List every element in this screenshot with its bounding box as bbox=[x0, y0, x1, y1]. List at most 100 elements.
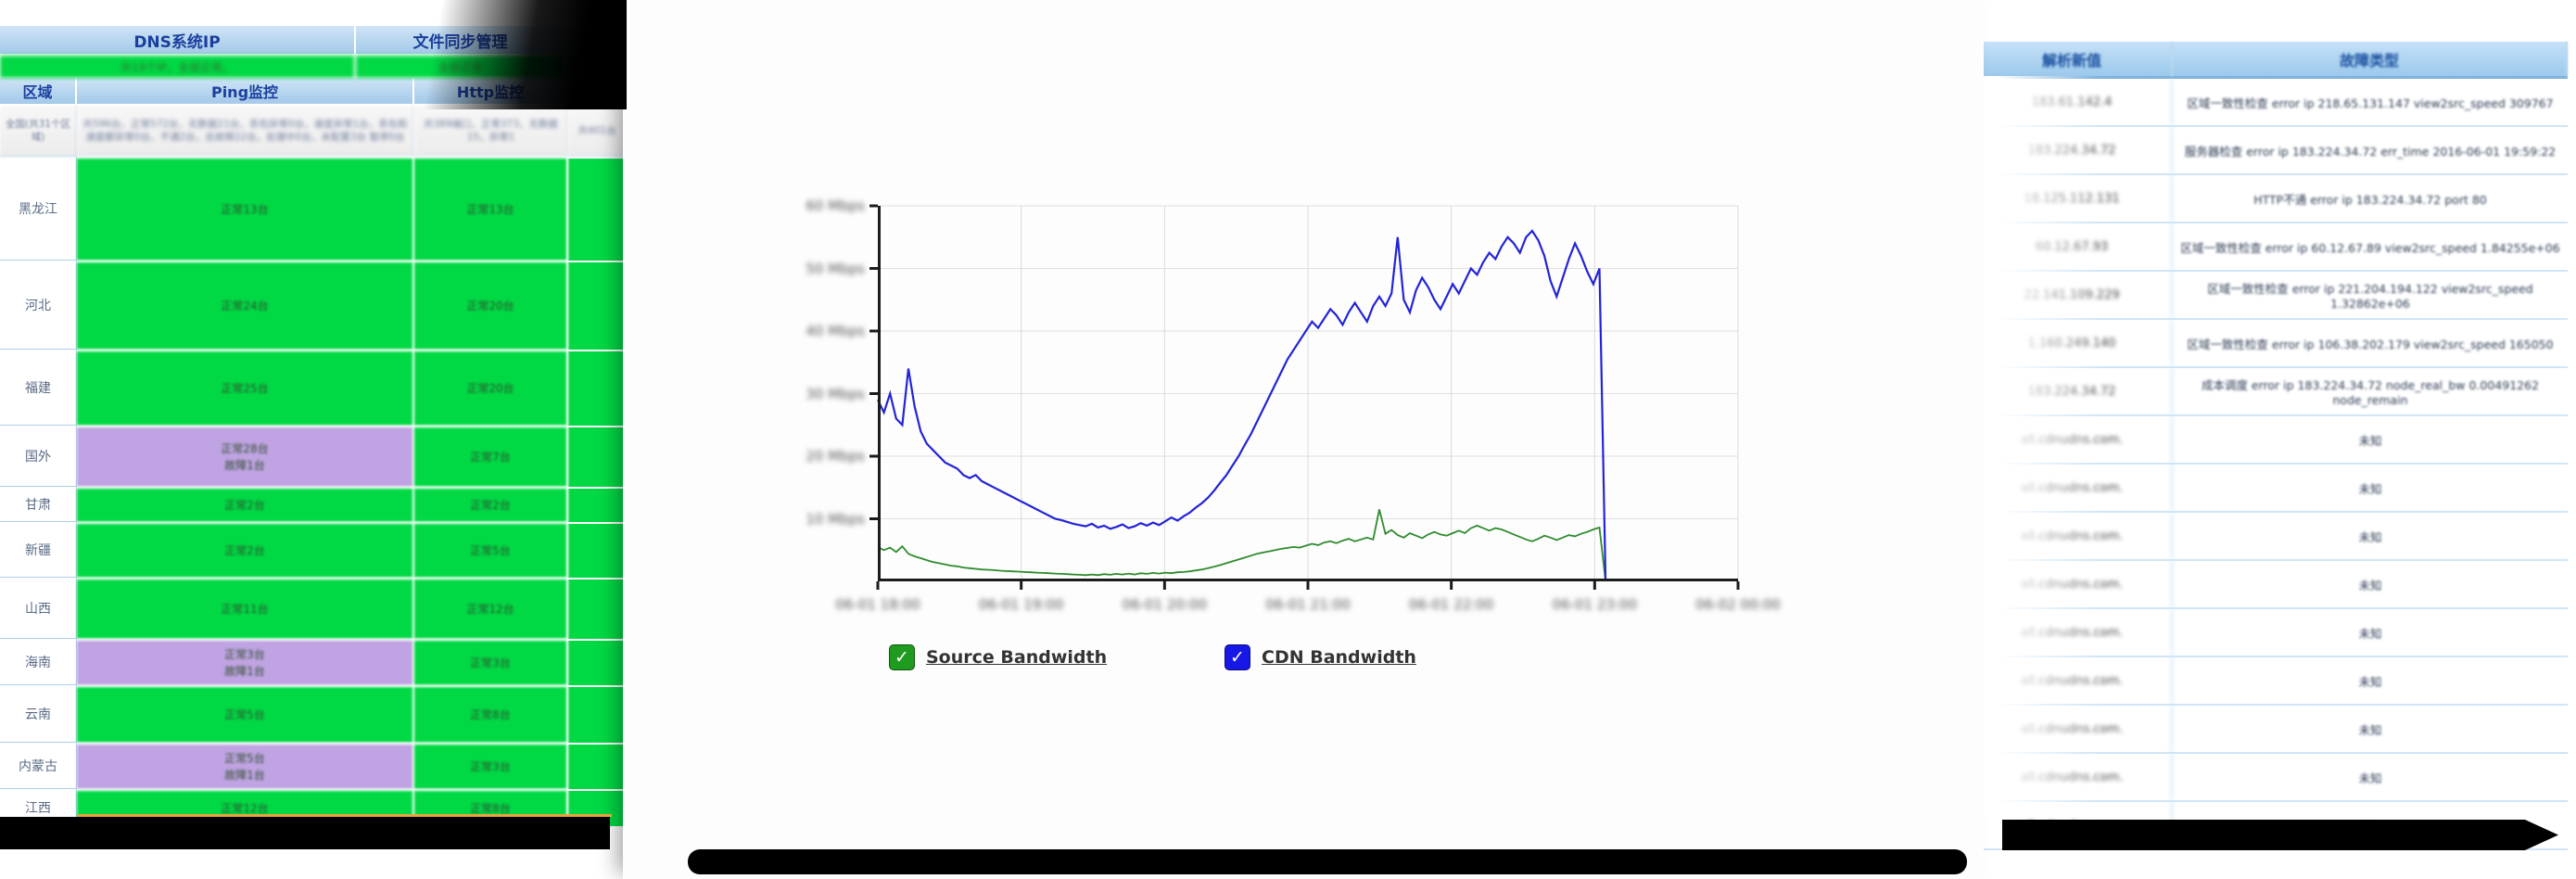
top-shadow bbox=[425, 0, 627, 109]
region-row: 山西 正常11台 正常12台 bbox=[0, 578, 627, 639]
fault-type-cell: 未知 bbox=[2358, 529, 2382, 544]
fault-type-cell: 成本调度 error ip 183.224.34.72 node_real_bw… bbox=[2201, 378, 2540, 407]
fault-type-cell: 未知 bbox=[2358, 578, 2382, 592]
legend-cdn-label[interactable]: CDN Bandwidth bbox=[1262, 647, 1416, 668]
region-row: 海南 正常3台 故障1台 正常3台 bbox=[0, 639, 627, 685]
cdn-bandwidth-checkbox-icon[interactable]: ✓ bbox=[1225, 644, 1250, 670]
cut-status-cell bbox=[568, 743, 627, 789]
region-row: 国外 正常28台 故障1台 正常7台 bbox=[0, 426, 627, 487]
fault-type-cell: 服务器检查 error ip 183.224.34.72 err_time 20… bbox=[2184, 144, 2557, 159]
http-status-cell: 正常7台 bbox=[414, 426, 568, 487]
bandwidth-chart: 60 Mbps 50 Mbps 40 Mbps 30 Mbps 20 Mbps 10 Mb… bbox=[806, 197, 1780, 613]
region-row: 内蒙古 正常5台 故障1台 正常3台 bbox=[0, 743, 627, 789]
fault-type-cell: 未知 bbox=[2358, 433, 2382, 448]
region-rows: 黑龙江 正常13台 正常13台 河北 正常24台 正常20台 福建 正常25台 正常20台 国外正… bbox=[0, 157, 627, 826]
cut-status-cell bbox=[568, 157, 627, 261]
resolution-value-header: 解析新值 bbox=[1973, 42, 2173, 76]
cut-status-cell bbox=[568, 487, 627, 522]
http-status-cell: 正常3台 bbox=[414, 743, 568, 789]
http-status-cell: 正常3台 bbox=[414, 639, 568, 685]
fault-type-cell: 未知 bbox=[2358, 722, 2382, 737]
legend-source-label[interactable]: Source Bandwidth bbox=[926, 647, 1108, 668]
y-axis-tick-label: 30 Mbps bbox=[806, 385, 865, 402]
region-cell: 山西 bbox=[0, 578, 77, 639]
cut-status-cell bbox=[568, 350, 627, 426]
national-extra-summary: 共401台 bbox=[568, 106, 627, 157]
region-row: 黑龙江 正常13台 正常13台 bbox=[0, 157, 627, 261]
fault-type-cell: 未知 bbox=[2358, 674, 2382, 689]
chart-panel bbox=[623, 0, 1984, 879]
ping-status-cell: 正常2台 bbox=[77, 487, 414, 522]
chart-canvas bbox=[869, 204, 1740, 590]
region-column-header: 区域 bbox=[0, 78, 77, 106]
left-shadow-bar bbox=[0, 817, 610, 849]
http-status-cell: 正常13台 bbox=[414, 157, 568, 261]
dns-system-ip-header: DNS系统IP bbox=[0, 26, 356, 56]
region-row: 新疆 正常2台 正常5台 bbox=[0, 522, 627, 578]
right-shadow-bar bbox=[2002, 820, 2558, 850]
region-row: 云南 正常5台 正常8台 bbox=[0, 685, 627, 743]
national-ping-summary: 共596台，正常572台，无数据21台，丢包异常0台，速度异常1台，丢包和速度都… bbox=[77, 106, 414, 157]
fault-type-cell: 区域一致性检查 error ip 221.204.194.122 view2sr… bbox=[2207, 282, 2533, 311]
cut-status-cell bbox=[568, 639, 627, 685]
national-http-summary: 共389端口，正常373，无数据15，异常1 bbox=[414, 106, 568, 157]
cut-status-cell bbox=[568, 426, 627, 487]
fault-table-header: 解析新值 故障类型 bbox=[1973, 42, 2568, 79]
cut-status-cell bbox=[568, 522, 627, 578]
source-bandwidth-checkbox-icon[interactable]: ✓ bbox=[889, 644, 915, 670]
http-status-cell: 正常8台 bbox=[414, 685, 568, 743]
x-axis-tick-label: 06-01 19:00 bbox=[978, 596, 1064, 613]
y-axis-tick-label: 20 Mbps bbox=[806, 448, 865, 465]
y-axis-tick-label: 50 Mbps bbox=[806, 260, 865, 277]
ping-status-cell: 正常25台 bbox=[77, 350, 414, 426]
ping-status-cell: 正常24台 bbox=[77, 261, 414, 350]
region-cell: 云南 bbox=[0, 685, 77, 743]
http-status-cell: 正常2台 bbox=[414, 487, 568, 522]
region-cell: 新疆 bbox=[0, 522, 77, 578]
fault-type-cell: 区域一致性检查 error ip 218.65.131.147 view2src… bbox=[2187, 96, 2554, 110]
region-row: 河北 正常24台 正常20台 bbox=[0, 261, 627, 350]
x-axis-tick-label: 06-01 22:00 bbox=[1408, 596, 1494, 613]
regional-monitor-table: DNS系统IP 文件同步管理 共19个IP，全部正常。 全部正常 区域 Ping… bbox=[0, 26, 627, 826]
ping-status-cell: 正常5台 bbox=[77, 685, 414, 743]
legend-cdn-bandwidth[interactable]: ✓ CDN Bandwidth bbox=[1225, 644, 1416, 670]
fault-type-cell: 未知 bbox=[2358, 626, 2382, 641]
ping-status-cell: 正常13台 bbox=[77, 157, 414, 261]
panel-shadow-bar bbox=[688, 849, 1967, 874]
ping-status-cell: 正常2台 bbox=[77, 522, 414, 578]
ping-status-cell: 正常28台 故障1台 bbox=[77, 426, 414, 487]
ping-status-cell: 正常5台 故障1台 bbox=[77, 743, 414, 789]
fault-type-cell: 区域一致性检查 error ip 106.38.202.179 view2src… bbox=[2187, 337, 2554, 351]
cut-status-cell bbox=[568, 685, 627, 743]
dns-summary: 共19个IP，全部正常。 bbox=[0, 56, 356, 78]
region-cell: 国外 bbox=[0, 426, 77, 487]
fault-type-cell: HTTP不通 error ip 183.224.34.72 port 80 bbox=[2253, 192, 2487, 207]
y-axis-tick-label: 10 Mbps bbox=[806, 510, 865, 528]
fault-type-cell: 未知 bbox=[2358, 771, 2382, 785]
fault-type-cell: 区域一致性检查 error ip 60.12.67.89 view2src_sp… bbox=[2180, 240, 2560, 255]
x-axis-tick-label: 06-01 21:00 bbox=[1265, 596, 1351, 613]
cut-status-cell bbox=[568, 261, 627, 350]
http-status-cell: 正常12台 bbox=[414, 578, 568, 639]
y-axis-tick-label: 60 Mbps bbox=[806, 197, 865, 214]
http-status-cell: 正常20台 bbox=[414, 261, 568, 350]
ping-status-cell: 正常3台 故障1台 bbox=[77, 639, 414, 685]
fault-type-cell: 未知 bbox=[2358, 481, 2382, 496]
x-axis-tick-label: 06-01 23:00 bbox=[1552, 596, 1638, 613]
region-cell: 海南 bbox=[0, 639, 77, 685]
x-axis-tick-label: 06-01 20:00 bbox=[1122, 596, 1208, 613]
legend-source-bandwidth[interactable]: ✓ Source Bandwidth bbox=[889, 644, 1107, 670]
fault-type-header: 故障类型 bbox=[2173, 42, 2568, 76]
region-cell: 甘肃 bbox=[0, 487, 77, 522]
x-axis-tick-label: 06-01 18:00 bbox=[835, 596, 920, 613]
region-cell: 福建 bbox=[0, 350, 77, 426]
ping-status-cell: 正常11台 bbox=[77, 578, 414, 639]
region-row: 福建 正常25台 正常20台 bbox=[0, 350, 627, 426]
cut-status-cell bbox=[568, 578, 627, 639]
region-row: 甘肃 正常2台 正常2台 bbox=[0, 487, 627, 522]
region-cell: 黑龙江 bbox=[0, 157, 77, 261]
http-status-cell: 正常20台 bbox=[414, 350, 568, 426]
national-summary-row: 全国(共31个区域) 共596台，正常572台，无数据21台，丢包异常0台，速度… bbox=[0, 106, 627, 157]
table-bottom-accent-line bbox=[77, 814, 612, 817]
